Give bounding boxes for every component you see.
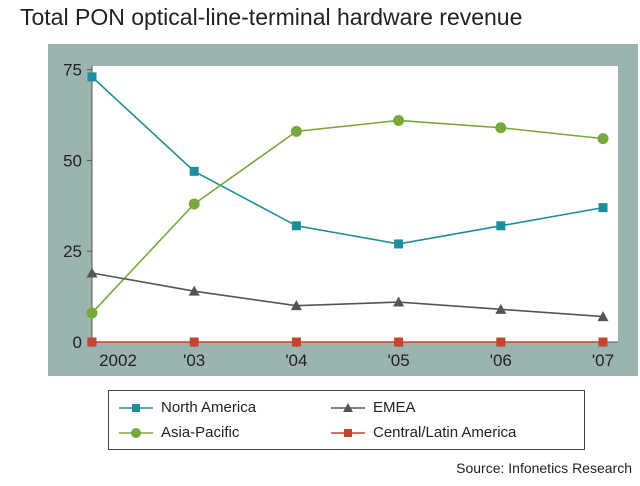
x-tick-label: 2002 [99,351,137,370]
data-point-north-america [394,239,404,249]
legend-label: EMEA [373,399,416,416]
data-point-central-latin-america [496,337,506,347]
data-point-north-america [291,221,301,231]
y-tick-label: 75 [63,61,82,80]
y-tick-label: 25 [63,242,82,261]
y-tick-label: 0 [73,333,82,352]
legend-item-asia-pacific: Asia-Pacific [119,424,239,441]
data-point-emea [495,303,507,314]
data-point-emea [86,267,98,278]
data-point-central-latin-america [291,337,301,347]
legend-label: Central/Latin America [373,424,517,441]
data-point-north-america [189,166,199,176]
x-tick-label: '03 [183,351,205,370]
data-point-asia-pacific [290,125,302,137]
data-point-asia-pacific [188,198,200,210]
legend-north-america-marker [119,403,153,412]
legend-asia-pacific-marker [119,427,153,438]
x-tick-label: '04 [285,351,307,370]
legend-item-central-latin-america: Central/Latin America [331,424,516,441]
data-point-emea [597,311,609,322]
data-point-asia-pacific [86,307,98,319]
data-point-asia-pacific [495,122,507,134]
y-tick-label: 50 [63,151,82,170]
legend-central-latin-america-marker [331,428,365,437]
data-point-central-latin-america [394,337,404,347]
legend: North America EMEA Asia-Pacific Central/… [108,390,585,450]
line-chart: 0255075Percentage2002'03'04'05'06'07 [63,61,618,370]
legend-label: North America [161,399,257,416]
chart-title: Total PON optical-line-terminal hardware… [20,4,523,30]
source-note: Source: Infonetics Research [456,460,632,476]
x-tick-label: '06 [490,351,512,370]
data-point-asia-pacific [597,133,609,145]
series-line-north-america [91,76,604,245]
plot-area [92,66,618,342]
data-point-north-america [87,72,97,82]
data-point-central-latin-america [87,337,97,347]
series-line-emea [91,272,604,318]
data-point-asia-pacific [393,114,405,126]
data-point-central-latin-america [189,337,199,347]
data-point-emea [188,285,200,296]
data-point-central-latin-america [598,337,608,347]
legend-item-north-america: North America [119,399,256,416]
x-tick-label: '05 [388,351,410,370]
legend-emea-marker [331,402,365,412]
data-point-emea [290,300,302,311]
data-point-north-america [598,203,608,213]
legend-item-emea: EMEA [331,399,416,416]
chart-frame: 0255075Percentage2002'03'04'05'06'07 [48,44,638,376]
series-line-asia-pacific [91,119,604,314]
data-point-emea [393,296,405,307]
legend-label: Asia-Pacific [161,424,240,441]
x-tick-label: '07 [592,351,614,370]
data-point-north-america [496,221,506,231]
